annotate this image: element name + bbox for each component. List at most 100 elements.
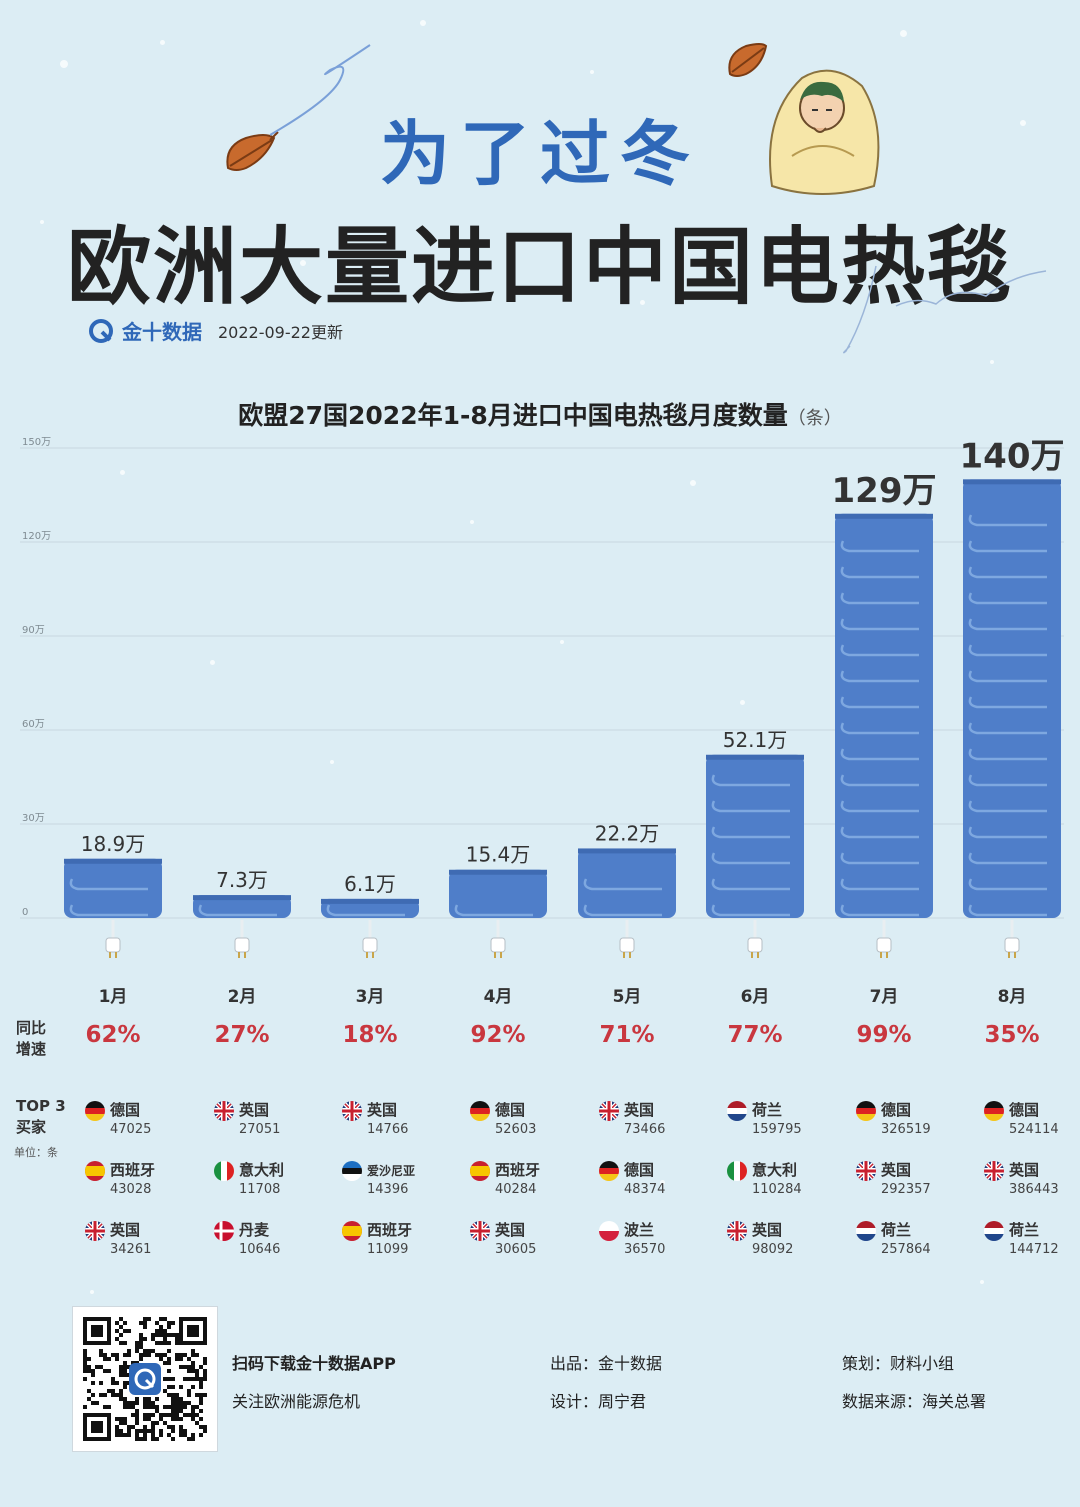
follow-text: 关注欧洲能源危机 [232, 1392, 361, 1411]
buyer-country: 波兰 [624, 1221, 655, 1239]
buyer-country: 德国 [881, 1101, 912, 1119]
brand-name: 金十数据 [122, 320, 202, 344]
buyer-entry: 英国 73466 [599, 1098, 719, 1148]
buyer-quantity: 110284 [752, 1182, 802, 1197]
flag-nl-icon [984, 1221, 1004, 1241]
buyer-quantity: 292357 [881, 1182, 931, 1197]
blanket-fold-line [840, 748, 919, 761]
bar-body [835, 513, 933, 918]
qr-code[interactable] [72, 1306, 218, 1452]
buyer-country: 德国 [495, 1101, 526, 1119]
snowflake [300, 260, 306, 266]
yoy-value: 92% [470, 1022, 526, 1048]
bar-top-edge [321, 898, 419, 904]
flag-de-icon [599, 1161, 619, 1181]
buyer-entry: 意大利 110284 [727, 1158, 847, 1208]
blanket-fold-line [69, 878, 148, 891]
blanket-fold-line [198, 904, 277, 917]
bar-value-label: 22.2万 [595, 821, 660, 845]
month-label: 7月 [869, 987, 899, 1007]
yoy-label-line1: 同比 [16, 1019, 47, 1037]
snowflake [470, 520, 474, 524]
buyer-country: 英国 [752, 1221, 783, 1239]
buyer-country: 英国 [495, 1221, 526, 1239]
chart-unit: （条） [787, 408, 842, 429]
month-label: 4月 [483, 987, 513, 1007]
buyer-country: 英国 [239, 1101, 270, 1119]
buyer-country: 英国 [624, 1101, 655, 1119]
yoy-value: 18% [342, 1022, 398, 1048]
designer-text: 设计：周宁君 [550, 1392, 647, 1411]
blanket-fold-line [840, 618, 919, 631]
snowflake [90, 1290, 94, 1294]
buyer-quantity: 34261 [110, 1242, 152, 1257]
buyer-country: 荷兰 [752, 1101, 783, 1119]
buyer-entry: 英国 292357 [856, 1158, 976, 1208]
blanket-fold-line [840, 566, 919, 579]
page-title: 欧洲大量进口中国电热毯 [66, 217, 1013, 316]
bar-5 [578, 848, 676, 918]
buyer-quantity: 10646 [239, 1242, 281, 1257]
power-plug-icon [876, 920, 892, 958]
buyer-quantity: 52603 [495, 1122, 537, 1137]
buyer-entry: 德国 47025 [85, 1098, 205, 1148]
bar-top-edge [578, 848, 676, 854]
bar-7 [835, 513, 933, 918]
buyer-entry: 西班牙 43028 [85, 1158, 205, 1208]
buyer-quantity: 11099 [367, 1242, 409, 1257]
buyer-entry: 德国 48374 [599, 1158, 719, 1208]
blanket-fold-line [840, 540, 919, 553]
blanket-fold-line [840, 722, 919, 735]
bar-top-edge [193, 895, 291, 901]
blanket-fold-line [326, 904, 405, 917]
flag-ee-icon [342, 1161, 362, 1181]
flag-de-icon [85, 1101, 105, 1121]
blanket-fold-line [968, 800, 1047, 813]
bar-4 [449, 869, 547, 918]
flag-gb-icon [85, 1221, 105, 1241]
flag-gb-icon [599, 1101, 619, 1121]
buyer-quantity: 524114 [1009, 1122, 1059, 1137]
source-text: 数据来源：海关总署 [842, 1392, 987, 1411]
power-plug-icon [105, 920, 121, 958]
character-in-blanket-icon [769, 69, 880, 195]
leaf-icon [728, 43, 768, 77]
brand-row: 金十数据 2022-09-22更新 [88, 316, 343, 345]
blanket-fold-line [968, 670, 1047, 683]
y-tick-label: 150万 [22, 437, 51, 448]
buyer-country: 西班牙 [367, 1221, 413, 1239]
blanket-fold-line [711, 826, 790, 839]
blanket-fold-line [840, 696, 919, 709]
snowflake [640, 300, 645, 305]
buyer-quantity: 11708 [239, 1182, 281, 1197]
yoy-value: 62% [85, 1022, 141, 1048]
buyer-country: 英国 [881, 1161, 912, 1179]
footer: 扫码下载金十数据APP 关注欧洲能源危机 出品：金十数据 设计：周宁君 策划：财… [0, 1290, 1080, 1507]
buyer-entry: 英国 386443 [984, 1158, 1080, 1208]
buyer-entry: 西班牙 11099 [342, 1218, 462, 1268]
bar-top-edge [64, 858, 162, 864]
snowflake [660, 1180, 665, 1185]
month-label: 1月 [98, 987, 128, 1007]
buyer-entry: 荷兰 159795 [727, 1098, 847, 1148]
buyer-entry: 英国 30605 [470, 1218, 590, 1268]
buyer-country: 英国 [1009, 1161, 1040, 1179]
blanket-fold-line [840, 826, 919, 839]
flag-it-icon [727, 1161, 747, 1181]
yoy-value: 99% [856, 1022, 912, 1048]
snowflake [330, 760, 334, 764]
signature-watermark [843, 265, 1047, 354]
buyer-country: 德国 [110, 1101, 141, 1119]
blanket-fold-line [711, 852, 790, 865]
bar-body [449, 869, 547, 918]
blanket-fold-line [968, 540, 1047, 553]
y-tick-label: 30万 [22, 813, 45, 824]
buyer-quantity: 36570 [624, 1242, 666, 1257]
buyer-country: 荷兰 [1009, 1221, 1040, 1239]
flag-dk-icon [214, 1221, 234, 1241]
blanket-fold-line [454, 904, 533, 917]
y-tick-label: 0 [22, 907, 28, 918]
blanket-fold-line [968, 852, 1047, 865]
update-date: 2022-09-22更新 [218, 322, 343, 342]
buyer-country: 意大利 [239, 1161, 285, 1179]
